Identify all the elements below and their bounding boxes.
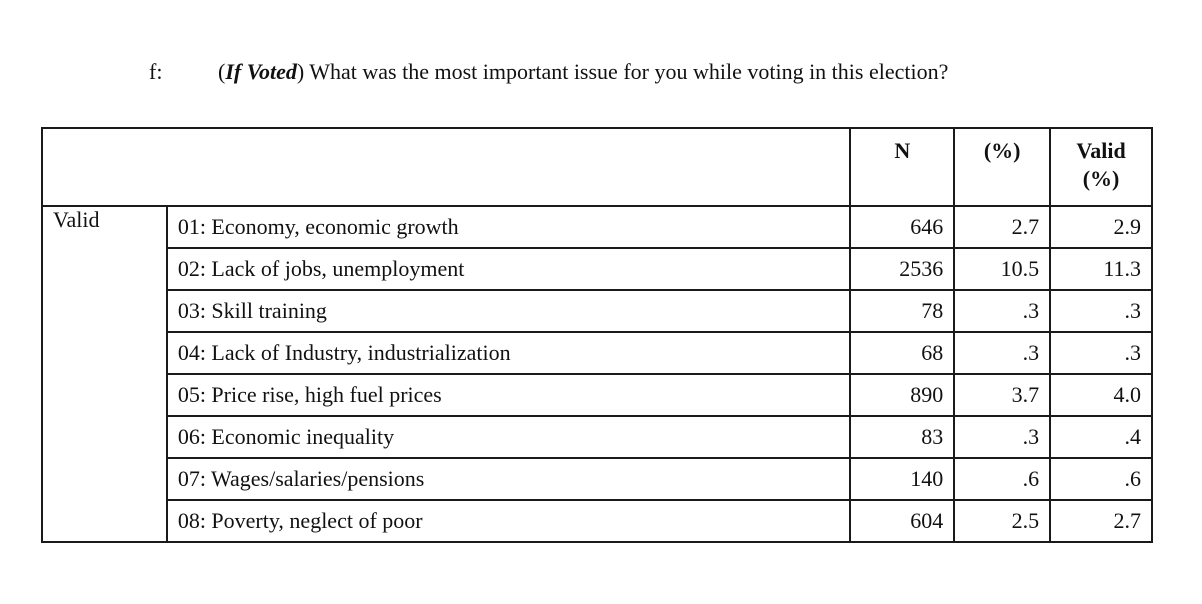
pct-cell: 2.5 — [953, 499, 1052, 543]
frequency-table: N (%) Valid (%) Valid 01: Economy, econom… — [40, 127, 1153, 543]
table-row: 03: Skill training 78 .3 .3 — [42, 289, 1153, 333]
question-body: What was the most important issue for yo… — [304, 59, 949, 84]
category-cell: 08: Poverty, neglect of poor — [165, 499, 852, 543]
n-cell: 78 — [849, 289, 956, 333]
table-row: 04: Lack of Industry, industrialization … — [42, 331, 1153, 375]
valid-pct-cell: .6 — [1049, 457, 1153, 501]
valid-pct-cell: 11.3 — [1049, 247, 1153, 291]
n-cell: 140 — [849, 457, 956, 501]
table-row: 06: Economic inequality 83 .3 .4 — [42, 415, 1153, 459]
pct-cell: 3.7 — [953, 373, 1052, 417]
valid-pct-cell: 2.9 — [1049, 205, 1153, 249]
table-row: 02: Lack of jobs, unemployment 2536 10.5… — [42, 247, 1153, 291]
category-cell: 01: Economy, economic growth — [165, 205, 852, 249]
header-blank-cell — [40, 127, 852, 207]
table-row: 05: Price rise, high fuel prices 890 3.7… — [42, 373, 1153, 417]
valid-pct-cell: 2.7 — [1049, 499, 1153, 543]
header-valid-pct: Valid (%) — [1049, 127, 1153, 207]
question-text: (If Voted) What was the most important i… — [218, 56, 948, 88]
pct-cell: .3 — [953, 289, 1052, 333]
question: f: (If Voted) What was the most importan… — [0, 56, 1202, 96]
pct-cell: .6 — [953, 457, 1052, 501]
n-cell: 2536 — [849, 247, 956, 291]
group-label: Valid — [41, 205, 168, 543]
n-cell: 68 — [849, 331, 956, 375]
category-cell: 07: Wages/salaries/pensions — [165, 457, 852, 501]
n-cell: 604 — [849, 499, 956, 543]
valid-pct-cell: 4.0 — [1049, 373, 1153, 417]
table-row: 07: Wages/salaries/pensions 140 .6 .6 — [42, 457, 1153, 501]
pct-cell: 2.7 — [953, 205, 1052, 249]
n-cell: 890 — [849, 373, 956, 417]
category-cell: 02: Lack of jobs, unemployment — [165, 247, 852, 291]
category-cell: 06: Economic inequality — [165, 415, 852, 459]
header-valid-line2: (%) — [1082, 166, 1120, 191]
header-valid-line1: Valid — [1076, 138, 1126, 163]
pct-cell: .3 — [953, 331, 1052, 375]
header-pct: (%) — [953, 127, 1052, 207]
valid-pct-cell: .3 — [1049, 331, 1153, 375]
pct-cell: .3 — [953, 415, 1052, 459]
question-qualifier: If Voted — [225, 59, 297, 84]
valid-pct-cell: .4 — [1049, 415, 1153, 459]
n-cell: 646 — [849, 205, 956, 249]
category-cell: 05: Price rise, high fuel prices — [165, 373, 852, 417]
table-row: 08: Poverty, neglect of poor 604 2.5 2.7 — [42, 499, 1153, 543]
header-n: N — [849, 127, 956, 207]
pct-cell: 10.5 — [953, 247, 1052, 291]
category-cell: 04: Lack of Industry, industrialization — [165, 331, 852, 375]
qualifier-close-paren: ) — [296, 59, 305, 84]
question-label: f: — [149, 59, 163, 84]
qualifier-open-paren: ( — [218, 59, 226, 84]
n-cell: 83 — [849, 415, 956, 459]
valid-pct-cell: .3 — [1049, 289, 1153, 333]
header-row: N (%) Valid (%) — [40, 127, 1153, 207]
table-row: Valid 01: Economy, economic growth 646 2… — [41, 205, 1153, 543]
category-cell: 03: Skill training — [165, 289, 852, 333]
